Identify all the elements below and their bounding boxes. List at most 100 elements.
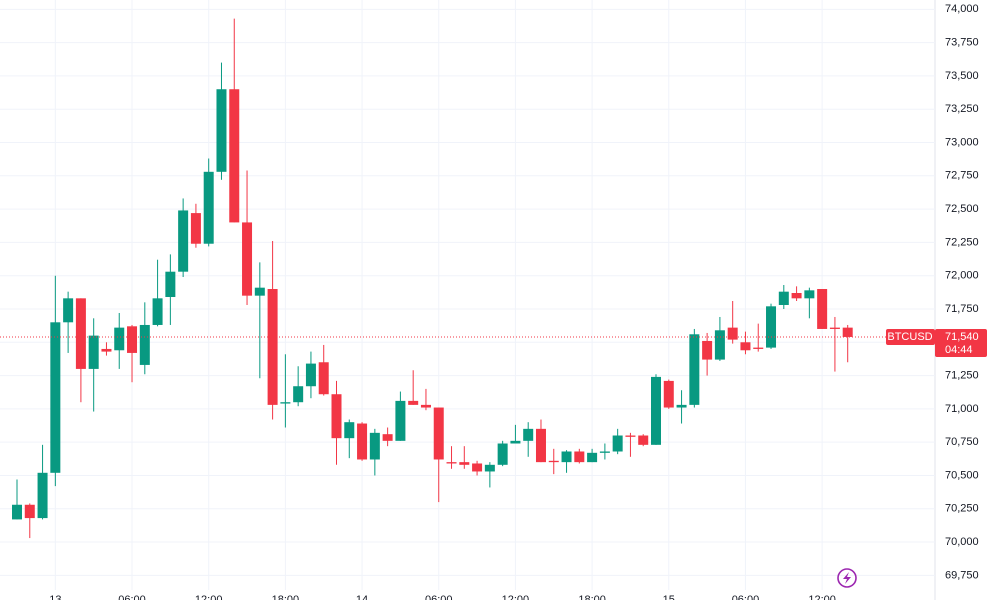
candle-body	[420, 404, 431, 408]
symbol-label: BTCUSD	[887, 331, 932, 343]
icon-ring	[837, 568, 857, 588]
y-tick-label: 73,250	[945, 103, 979, 115]
candle-body	[574, 451, 585, 463]
y-tick-label: 71,000	[945, 403, 979, 415]
y-tick-label: 72,750	[945, 170, 979, 182]
candle-body	[472, 463, 483, 472]
candle-body	[599, 451, 610, 453]
candle-body	[24, 504, 35, 519]
y-tick-label: 72,250	[945, 236, 979, 248]
y-tick-label: 73,750	[945, 37, 979, 49]
candle-body	[242, 222, 253, 296]
candle-body	[676, 404, 687, 408]
candle-body	[778, 291, 789, 305]
x-tick-label: 12:00	[808, 594, 836, 600]
candle-body	[663, 380, 674, 408]
candle-body	[791, 293, 802, 299]
y-tick-label: 71,750	[945, 303, 979, 315]
x-tick-label: 18:00	[272, 594, 300, 600]
candle-body	[587, 452, 598, 463]
candle-body	[369, 432, 380, 460]
candle-body	[727, 327, 738, 340]
y-tick-label: 74,000	[945, 3, 979, 15]
candle-body	[114, 327, 125, 351]
candle-body	[689, 334, 700, 405]
x-tick-label: 12:00	[502, 594, 530, 600]
candle-body	[37, 472, 48, 519]
candle-body	[497, 443, 508, 465]
x-tick-label: 18:00	[578, 594, 606, 600]
x-tick-label: 12:00	[195, 594, 223, 600]
candle-body	[561, 451, 572, 463]
candle-body	[804, 290, 815, 299]
candle-body	[740, 342, 751, 351]
last-price-box	[935, 328, 987, 357]
candle-body	[101, 348, 112, 352]
grid	[0, 0, 935, 590]
candle-body	[165, 271, 176, 297]
candle-body	[523, 428, 534, 441]
x-tick-label: 15	[663, 594, 675, 600]
candle-body	[229, 89, 240, 223]
y-tick-label: 70,250	[945, 503, 979, 515]
candle-body	[75, 298, 86, 369]
candle-body	[293, 386, 304, 403]
candle-body	[331, 394, 342, 439]
y-tick-label: 73,000	[945, 136, 979, 148]
candle-body	[408, 400, 419, 405]
x-tick-label: 13	[49, 594, 61, 600]
y-tick-label: 73,500	[945, 70, 979, 82]
candle-body	[753, 347, 764, 349]
candle-body	[178, 210, 189, 272]
candle-body	[357, 423, 368, 460]
candle-body	[651, 376, 661, 445]
candle-body	[612, 435, 623, 452]
candle-body	[50, 322, 61, 473]
symbol-box	[886, 328, 935, 345]
candle-body	[842, 327, 853, 337]
candle-body	[254, 287, 265, 296]
last-price-label: 71,540	[945, 331, 979, 343]
candle-body	[63, 298, 74, 323]
candle-body	[88, 335, 99, 369]
candle-body	[139, 324, 150, 365]
candle-body	[817, 289, 828, 329]
x-tick-label: 06:00	[118, 594, 146, 600]
candle-body	[638, 435, 649, 445]
candle-body	[216, 89, 227, 172]
countdown-label: 04:44	[945, 344, 973, 356]
candle-body	[714, 330, 725, 360]
candle-body	[267, 289, 278, 405]
candle-body	[510, 440, 521, 444]
candle-body	[190, 213, 201, 244]
candle-body	[382, 434, 393, 441]
y-tick-label: 72,000	[945, 270, 979, 282]
candle-body	[433, 407, 444, 460]
y-tick-label: 72,500	[945, 203, 979, 215]
candle-body	[484, 464, 495, 472]
candle-body	[702, 340, 713, 360]
x-tick-label: 06:00	[425, 594, 453, 600]
candle-body	[535, 428, 546, 463]
candle-body	[446, 462, 457, 464]
candle-body	[203, 171, 214, 244]
candle-body	[766, 306, 777, 348]
y-tick-label: 69,750	[945, 569, 979, 581]
y-tick-label: 70,000	[945, 536, 979, 548]
candle-body	[395, 400, 406, 441]
assistant-icon[interactable]	[837, 568, 857, 588]
candle-body	[625, 435, 636, 437]
candle-body	[12, 504, 22, 520]
y-tick-label: 70,750	[945, 436, 979, 448]
candle-body	[152, 298, 163, 325]
candle-body	[548, 460, 559, 463]
candle-body	[280, 402, 291, 404]
candle-body	[829, 327, 840, 329]
candle-body	[305, 363, 316, 387]
y-tick-label: 71,250	[945, 369, 979, 381]
candle-body	[344, 422, 355, 439]
labels: 69,750 70,000 70,250 70,500 70,750 71,000 71,2…	[0, 3, 987, 600]
candle-body	[459, 462, 470, 465]
candle-body	[127, 326, 138, 353]
